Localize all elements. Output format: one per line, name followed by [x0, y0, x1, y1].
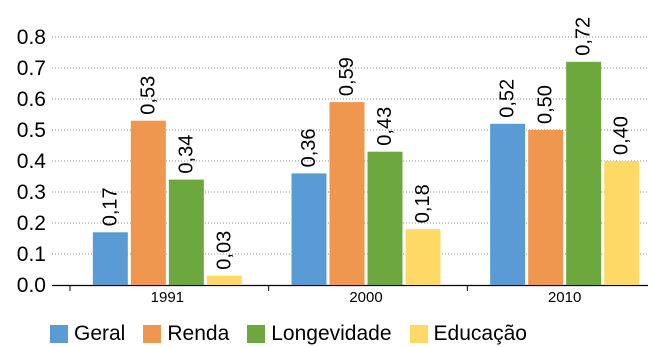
data-label: 0,36 [298, 128, 320, 167]
bar [92, 232, 128, 285]
bar [566, 61, 602, 285]
y-tick-label: 0.5 [17, 119, 46, 142]
data-label: 0,18 [412, 184, 434, 223]
bar [291, 173, 327, 285]
x-tick-label: 1991 [151, 289, 184, 306]
data-label: 0,53 [137, 76, 159, 115]
legend-swatch [247, 325, 266, 343]
bar [367, 151, 403, 285]
legend-item: Renda [143, 322, 229, 346]
x-tick-label: 2010 [548, 289, 581, 306]
bar [168, 179, 204, 285]
bar [329, 102, 365, 285]
legend-label: Longevidade [271, 322, 392, 345]
legend-swatch [50, 325, 68, 343]
y-tick-label: 0.8 [17, 26, 46, 49]
bar [604, 161, 640, 285]
y-tick-label: 0.6 [17, 88, 46, 111]
bar [490, 123, 526, 285]
bar [528, 130, 564, 285]
y-tick-label: 0.0 [17, 274, 46, 297]
y-tick-label: 0.3 [17, 181, 46, 204]
data-label: 0,17 [99, 187, 121, 226]
y-tick-label: 0.7 [17, 57, 46, 80]
data-label: 0,72 [573, 17, 595, 56]
legend-item: Geral [50, 322, 125, 346]
legend-label: Renda [167, 322, 230, 345]
legend-swatch [143, 325, 162, 343]
data-label: 0,59 [336, 57, 358, 96]
bar [130, 120, 166, 285]
legend-label: Educação [433, 322, 527, 345]
legend-swatch [409, 325, 428, 343]
y-tick-label: 0.4 [17, 150, 47, 173]
data-label: 0,34 [175, 135, 197, 174]
y-tick-label: 0.1 [17, 243, 46, 266]
legend-item: Longevidade [247, 322, 392, 346]
bar [405, 229, 441, 285]
bar-chart: 0.0 0.1 0.2 0.3 0.4 0.5 0.6 0.7 0.8 0,17 0,53 0,34 0… [17, 17, 648, 306]
legend-item: Educação [409, 322, 527, 346]
y-tick-label: 0.2 [17, 212, 46, 235]
data-label: 0,40 [611, 116, 633, 155]
bar [206, 275, 242, 285]
data-label: 0,52 [497, 79, 519, 118]
legend-label: Geral [74, 322, 126, 345]
data-label: 0,03 [213, 231, 235, 270]
data-label: 0,50 [535, 85, 557, 124]
data-label: 0,43 [374, 107, 396, 146]
x-tick-label: 2000 [349, 289, 382, 306]
legend: Geral Renda Longevidade Educação [50, 322, 545, 346]
